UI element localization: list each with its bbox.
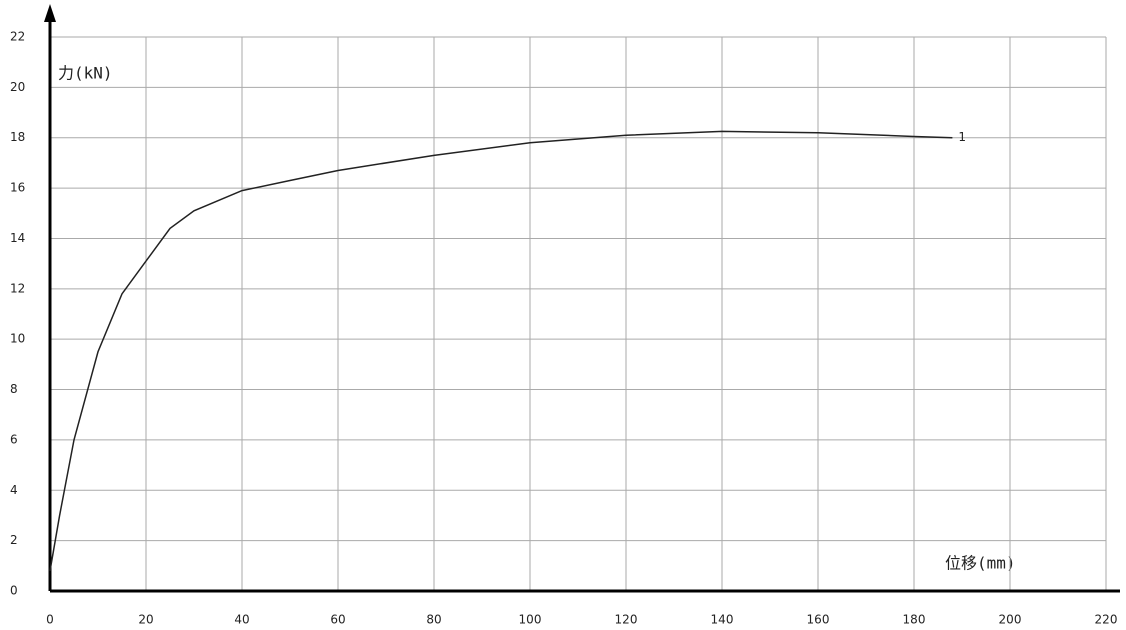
y-tick-label: 20 bbox=[10, 80, 25, 94]
y-tick-label: 12 bbox=[10, 281, 25, 295]
y-tick-label: 6 bbox=[10, 432, 18, 446]
y-tick-label: 4 bbox=[10, 483, 18, 497]
y-tick-label: 22 bbox=[10, 30, 25, 44]
series-line bbox=[49, 130, 953, 571]
y-tick-label: 0 bbox=[10, 584, 18, 598]
x-tick-label: 200 bbox=[999, 613, 1022, 627]
y-tick-label: 14 bbox=[10, 231, 25, 245]
x-tick-label: 0 bbox=[46, 613, 54, 627]
y-axis-title: 力(kN) bbox=[58, 64, 113, 83]
x-tick-label: 220 bbox=[1095, 613, 1118, 627]
series-label: 1 bbox=[958, 130, 966, 144]
y-tick-label: 8 bbox=[10, 382, 18, 396]
x-axis-title: 位移(mm) bbox=[945, 554, 1016, 573]
x-tick-label: 160 bbox=[807, 613, 830, 627]
x-tick-label: 80 bbox=[426, 613, 441, 627]
y-tick-label: 10 bbox=[10, 332, 25, 346]
x-tick-label: 100 bbox=[519, 613, 542, 627]
y-tick-label: 16 bbox=[10, 181, 25, 195]
x-tick-label: 20 bbox=[138, 613, 153, 627]
x-tick-label: 180 bbox=[903, 613, 926, 627]
y-axis-arrow bbox=[44, 4, 56, 22]
y-tick-label: 2 bbox=[10, 533, 18, 547]
x-tick-label: 140 bbox=[711, 613, 734, 627]
y-tick-label: 18 bbox=[10, 130, 25, 144]
x-tick-label: 60 bbox=[330, 613, 345, 627]
x-tick-label: 120 bbox=[615, 613, 638, 627]
x-tick-label: 40 bbox=[234, 613, 249, 627]
